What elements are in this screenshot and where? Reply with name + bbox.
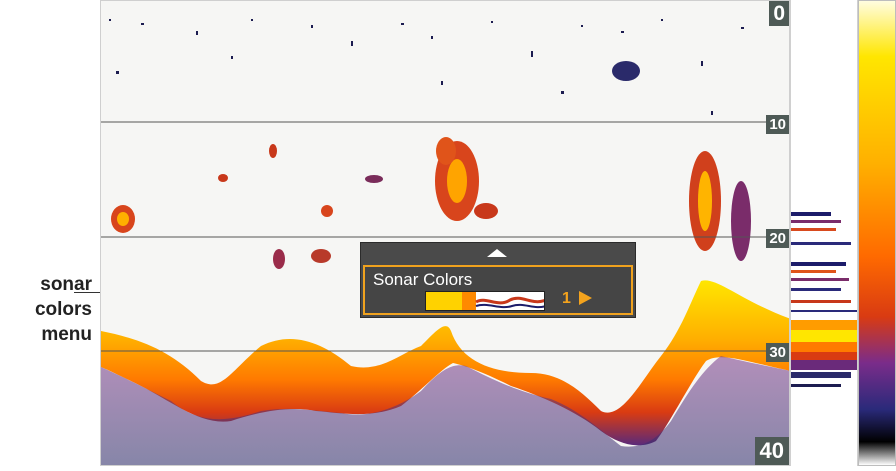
sonar-colors-menu[interactable]: Sonar Colors 1: [360, 242, 636, 318]
depth-gridlines: [101, 121, 789, 352]
callout-line-1: sonar: [40, 274, 92, 295]
depth-label-10: 10: [766, 115, 789, 134]
bottom-tail: [101, 356, 789, 465]
callout-line-2: colors: [34, 299, 92, 320]
color-palette-scale: [858, 0, 896, 466]
fish-returns: [111, 61, 751, 269]
menu-item-sonar-colors[interactable]: Sonar Colors 1: [363, 265, 633, 315]
depth-label-20: 20: [766, 229, 789, 248]
depth-label-0: 0: [769, 1, 789, 26]
callout-line-3: menu: [41, 324, 92, 345]
triangle-up-icon[interactable]: [487, 249, 507, 257]
menu-item-value: 1: [562, 290, 571, 307]
realtime-sonar-bars: [791, 212, 857, 387]
callout-label: sonar colors menu: [0, 272, 92, 347]
depth-label-40: 40: [754, 437, 789, 465]
bottom-return: [101, 280, 789, 446]
sonar-view: 0 10 20 30 40: [100, 0, 790, 466]
menu-item-label: Sonar Colors: [373, 270, 473, 289]
depth-label-30: 30: [766, 343, 789, 362]
triangle-right-icon[interactable]: [579, 291, 592, 305]
color-palette-gradient: [859, 1, 895, 465]
realtime-sonar-strip: [790, 0, 858, 466]
sonar-color-preview: [425, 291, 545, 311]
surface-clutter: [109, 19, 744, 115]
sonar-image: [101, 19, 789, 465]
